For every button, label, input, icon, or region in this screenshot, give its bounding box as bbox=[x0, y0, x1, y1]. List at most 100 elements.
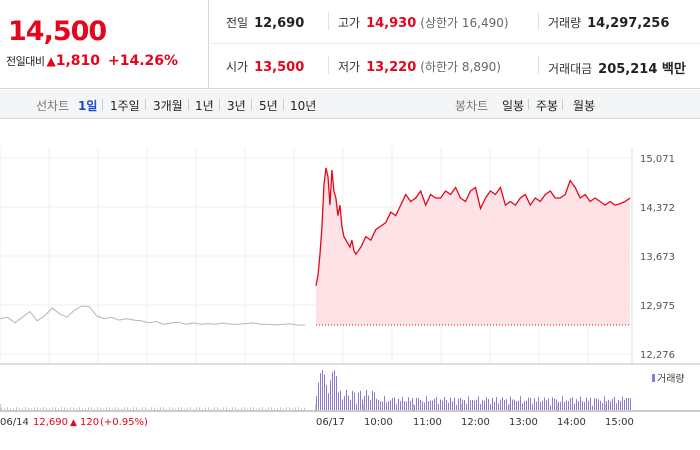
stat-value: 14,297,256 bbox=[587, 16, 670, 31]
volume-bar bbox=[336, 376, 337, 410]
tab-1w[interactable]: 1주일 bbox=[110, 99, 140, 113]
tab-1y[interactable]: 1년 bbox=[195, 99, 214, 113]
volume-bar bbox=[55, 407, 56, 410]
stat-low: 저가 13,220 (하한가 8,890) bbox=[338, 58, 501, 75]
volume-bar bbox=[596, 398, 597, 410]
volume-bar bbox=[151, 407, 152, 410]
volume-bar bbox=[160, 407, 161, 410]
volume-bar bbox=[452, 401, 453, 410]
volume-bar bbox=[462, 399, 463, 410]
volume-bar bbox=[622, 396, 623, 410]
volume-bar bbox=[43, 407, 44, 410]
volume-bar bbox=[58, 408, 59, 410]
today-area bbox=[316, 167, 630, 325]
volume-bar bbox=[127, 407, 128, 410]
volume-bar bbox=[478, 396, 479, 410]
tab-weekly[interactable]: 주봉 bbox=[536, 99, 559, 113]
volume-bar bbox=[109, 407, 110, 410]
volume-bar bbox=[364, 396, 365, 410]
volume-bar bbox=[618, 399, 619, 410]
x-tick-label: 12:00 bbox=[461, 417, 490, 428]
stat-value: 205,214 백만 bbox=[598, 62, 686, 77]
volume-bar bbox=[502, 397, 503, 410]
volume-bar bbox=[604, 396, 605, 410]
volume-bar bbox=[534, 398, 535, 410]
volume-bar bbox=[538, 396, 539, 410]
volume-bar bbox=[130, 408, 131, 410]
volume-bar bbox=[428, 401, 429, 410]
volume-bar bbox=[232, 407, 233, 410]
volume-bar bbox=[28, 407, 29, 410]
volume-bar bbox=[268, 407, 269, 410]
volume-bar bbox=[85, 408, 86, 410]
volume-bar bbox=[442, 400, 443, 410]
volume-bar bbox=[193, 408, 194, 410]
stat-label: 고가 bbox=[338, 16, 361, 30]
volume-bar bbox=[602, 403, 603, 410]
tab-5y[interactable]: 5년 bbox=[259, 99, 278, 113]
volume-bar bbox=[82, 407, 83, 410]
volume-bar bbox=[388, 401, 389, 410]
volume-bar bbox=[145, 407, 146, 410]
volume-bar bbox=[576, 399, 577, 410]
volume-bar bbox=[190, 407, 191, 410]
volume-bar bbox=[498, 403, 499, 410]
volume-bar bbox=[358, 392, 359, 410]
tab-3y[interactable]: 3년 bbox=[227, 99, 246, 113]
x-tick-label: 11:00 bbox=[413, 417, 442, 428]
y-axis-labels: 15,071 14,372 13,673 12,975 12,276 bbox=[640, 154, 675, 361]
stat-label: 거래량 bbox=[548, 16, 582, 30]
volume-bar bbox=[476, 399, 477, 410]
volume-bar bbox=[594, 398, 595, 410]
divider bbox=[538, 12, 539, 30]
volume-bar bbox=[354, 392, 355, 410]
volume-bar bbox=[265, 408, 266, 410]
volume-bar bbox=[1, 407, 2, 410]
volume-bar bbox=[316, 396, 317, 410]
tab-daily[interactable]: 일봉 bbox=[502, 99, 525, 113]
volume-bar bbox=[324, 374, 325, 410]
volume-bar bbox=[552, 397, 553, 410]
volume-bar bbox=[178, 407, 179, 410]
volume-bar bbox=[522, 403, 523, 410]
volume-bar bbox=[229, 408, 230, 410]
volume-bar bbox=[136, 407, 137, 410]
tab-10y[interactable]: 10년 bbox=[290, 99, 317, 113]
volume-bar bbox=[424, 402, 425, 410]
volume-bar bbox=[382, 401, 383, 410]
tab-3m[interactable]: 3개월 bbox=[153, 99, 183, 113]
tab-1d[interactable]: 1일 bbox=[78, 99, 98, 113]
volume-bar bbox=[464, 400, 465, 410]
prev-close-value: 12,690 bbox=[33, 417, 68, 428]
volume-bar bbox=[253, 407, 254, 410]
volume-bar bbox=[586, 397, 587, 410]
tab-monthly[interactable]: 월봉 bbox=[573, 99, 596, 113]
volume-bar bbox=[612, 398, 613, 410]
prev-date: 06/14 bbox=[0, 417, 29, 428]
y-tick-label: 15,071 bbox=[640, 154, 675, 165]
volume-bar bbox=[19, 407, 20, 410]
volume-bar bbox=[530, 398, 531, 410]
volume-bar bbox=[103, 408, 104, 410]
volume-bar bbox=[560, 401, 561, 410]
volume-bar bbox=[490, 404, 491, 410]
today-line bbox=[315, 167, 631, 286]
volume-bar bbox=[418, 398, 419, 410]
volume-bar bbox=[436, 396, 437, 410]
volume-bar bbox=[40, 408, 41, 410]
volume-bar bbox=[526, 400, 527, 410]
volume-bar bbox=[430, 400, 431, 410]
volume-bar bbox=[368, 395, 369, 410]
volume-bar bbox=[25, 407, 26, 410]
volume-bar bbox=[94, 408, 95, 410]
prev-day-line bbox=[0, 305, 305, 326]
volume-bar bbox=[7, 407, 8, 410]
volume-bar bbox=[67, 408, 68, 410]
volume-bar bbox=[187, 407, 188, 410]
volume-bar bbox=[37, 407, 38, 410]
volume-bar bbox=[606, 401, 607, 410]
volume-bar bbox=[292, 408, 293, 410]
volume-bar bbox=[247, 408, 248, 410]
volume-bar bbox=[426, 396, 427, 410]
volume-bar bbox=[588, 400, 589, 410]
